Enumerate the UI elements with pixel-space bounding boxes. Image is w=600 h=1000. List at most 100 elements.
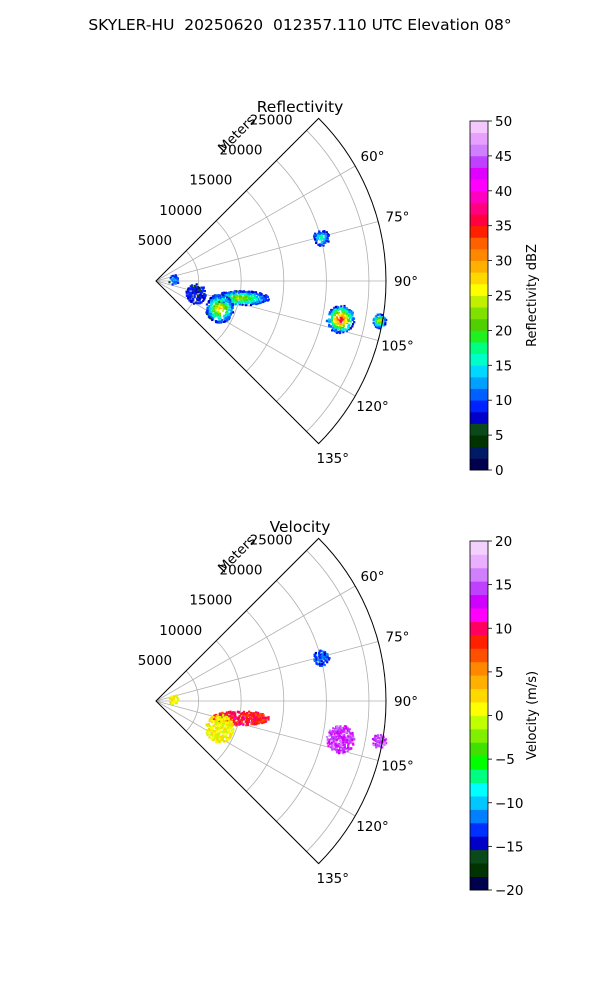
echo-pixel: [218, 320, 221, 323]
echo-pixel: [337, 327, 340, 330]
echo-pixel: [238, 300, 241, 303]
colorbar-tick-label: 0: [495, 709, 504, 725]
echo-pixel: [332, 326, 335, 329]
echo-pixel: [211, 300, 214, 303]
echo-pixel: [315, 662, 318, 665]
colorbar-tick-label: −5: [495, 752, 515, 768]
colorbar-tick-label: 40: [495, 184, 512, 200]
echo-pixel: [226, 292, 229, 295]
echo-pixel: [333, 314, 337, 317]
echo-pixel: [206, 311, 209, 314]
echo-pixel: [212, 316, 215, 319]
echo-pixel: [256, 721, 259, 724]
echo-pixel: [377, 744, 380, 747]
echo-pixel: [263, 294, 266, 297]
echo-pixel: [327, 744, 330, 748]
colorbar-swatch: [470, 648, 488, 663]
echo-pixel: [220, 715, 224, 718]
echo-pixel: [187, 297, 190, 300]
echo-pixel: [322, 232, 325, 235]
echo-pixel: [201, 294, 204, 297]
echo-pixel: [342, 323, 345, 326]
echo-pixel: [257, 720, 261, 724]
echo-pixel: [210, 726, 213, 729]
echo-pixel: [321, 656, 324, 659]
echo-pixel: [378, 318, 381, 321]
echo-pixel: [379, 316, 382, 319]
echo-pixel: [212, 313, 215, 316]
echo-pixel: [237, 292, 240, 295]
echo-pixel: [199, 297, 202, 300]
angle-tick-label: 75°: [386, 629, 410, 645]
echo-pixel: [241, 303, 244, 306]
echo-pixel: [335, 744, 339, 747]
echo-pixel: [255, 722, 258, 725]
echo-pixel: [259, 301, 262, 304]
echo-pixel: [193, 296, 196, 299]
echo-pixel: [340, 743, 343, 746]
echo-pixel: [261, 296, 265, 299]
echo-pixel: [335, 316, 338, 320]
echo-pixel: [331, 308, 334, 312]
echo-pixel: [225, 728, 228, 731]
echo-pixel: [226, 315, 229, 318]
echo-pixel: [211, 316, 214, 319]
echo-pixel: [385, 318, 388, 322]
echo-pixel: [380, 313, 384, 317]
colorbar-swatch: [470, 283, 488, 296]
colorbar-swatch: [470, 353, 488, 366]
echo-pixel: [246, 298, 249, 301]
echo-pixel: [208, 313, 211, 316]
echo-pixel: [227, 297, 230, 300]
echo-pixel: [200, 286, 203, 289]
echo-pixel: [340, 323, 343, 326]
echo-pixel: [339, 329, 342, 332]
echo-pixel: [233, 714, 236, 717]
echo-pixel: [225, 314, 228, 317]
grid-spoke: [155, 585, 356, 702]
echo-pixel: [217, 735, 220, 738]
echo-pixel: [221, 711, 224, 714]
echo-pixel: [215, 310, 218, 313]
echo-pixel: [348, 731, 351, 734]
echo-pixel: [345, 747, 348, 750]
echo-pixel: [214, 302, 217, 305]
echo-pixel: [229, 734, 232, 737]
echo-pixel: [337, 737, 340, 740]
echo-pixel: [170, 275, 173, 278]
echo-pixel: [222, 720, 225, 723]
echo-pixel: [208, 725, 212, 728]
echo-pixel: [195, 283, 198, 286]
echo-pixel: [314, 234, 318, 237]
echo-pixel: [261, 716, 265, 719]
echo-pixel: [340, 320, 343, 323]
echo-pixel: [244, 291, 247, 294]
echo-pixel: [202, 299, 205, 302]
echo-pixel: [347, 729, 350, 732]
echo-pixel: [217, 718, 220, 721]
echo-pixel: [267, 718, 270, 721]
echo-far-edge: [372, 313, 388, 330]
echo-pixel: [229, 294, 232, 297]
echo-pixel: [247, 715, 250, 718]
echo-pixel: [241, 717, 244, 720]
echo-near-speckle: [185, 283, 207, 305]
radial-tick-label: 10000: [159, 623, 202, 639]
echo-pixel: [228, 314, 231, 317]
echo-pixel: [261, 721, 264, 725]
echo-pixel: [223, 740, 226, 743]
echo-pixel: [230, 716, 233, 719]
echo-pixel: [351, 731, 354, 735]
echo-pixel: [337, 732, 340, 735]
echo-pixel: [342, 324, 345, 327]
echo-pixel: [203, 293, 206, 296]
echo-pixel: [217, 734, 220, 737]
echo-pixel: [189, 288, 192, 291]
echo-pixel: [257, 722, 260, 725]
grid-spoke: [155, 165, 356, 282]
echo-pixel: [378, 317, 381, 320]
echo-pixel: [255, 711, 258, 714]
echo-pixel: [222, 315, 226, 318]
colorbar-swatch: [470, 190, 488, 203]
colorbar-swatch: [470, 435, 488, 448]
